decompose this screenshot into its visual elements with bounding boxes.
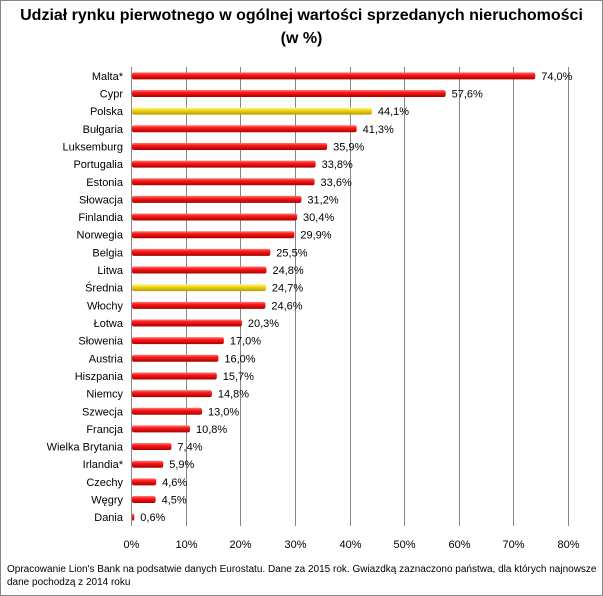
category-label: Luksemburg bbox=[62, 141, 123, 153]
bar-Luksemburg bbox=[132, 142, 328, 150]
bar-Niemcy bbox=[132, 390, 212, 398]
category-label: Czechy bbox=[86, 477, 123, 489]
bar-Węgry bbox=[132, 496, 156, 504]
category-label: Włochy bbox=[87, 300, 124, 312]
category-label: Niemcy bbox=[86, 389, 123, 401]
value-label: 44,1% bbox=[378, 106, 409, 118]
value-label: 20,3% bbox=[248, 318, 279, 330]
bar-Litwa bbox=[132, 266, 267, 274]
value-label: 13,0% bbox=[208, 406, 239, 418]
category-label: Belgia bbox=[92, 247, 123, 259]
value-label: 4,6% bbox=[162, 477, 187, 489]
value-label: 24,7% bbox=[272, 283, 303, 295]
value-label: 30,4% bbox=[303, 212, 334, 224]
category-label: Francja bbox=[86, 424, 124, 436]
category-label: Słowacja bbox=[79, 194, 124, 206]
bar-Bułgaria bbox=[132, 125, 357, 133]
value-label: 14,8% bbox=[218, 389, 249, 401]
chart-title-line-1: Udział rynku pierwotnego w ogólnej warto… bbox=[20, 7, 583, 24]
value-label: 10,8% bbox=[196, 424, 227, 436]
value-label: 74,0% bbox=[541, 71, 572, 83]
bar-Dania bbox=[132, 513, 135, 521]
x-axis-tick-labels: 0% 10% 20% 30% 40% 50% 60% 70% 80% bbox=[124, 539, 580, 551]
value-label: 7,4% bbox=[177, 442, 202, 454]
category-label: Estonia bbox=[86, 177, 124, 189]
bar-Irlandia* bbox=[132, 460, 164, 468]
bar-Włochy bbox=[132, 301, 266, 309]
category-labels: Malta* Cypr Polska Bułgaria Luksemburg Portug… bbox=[47, 71, 124, 524]
value-label: 41,3% bbox=[363, 124, 394, 136]
x-tick-label: 20% bbox=[229, 539, 251, 551]
value-label: 29,9% bbox=[300, 230, 331, 242]
bar-Austria bbox=[132, 354, 219, 362]
category-label: Słowenia bbox=[78, 336, 124, 348]
gridlines bbox=[131, 67, 569, 526]
bar-Słowenia bbox=[132, 337, 224, 345]
category-label: Szwecja bbox=[82, 406, 124, 418]
value-label: 33,8% bbox=[322, 159, 353, 171]
bar-Portugalia bbox=[132, 160, 316, 168]
bar-Polska bbox=[132, 107, 372, 115]
value-label: 15,7% bbox=[223, 371, 254, 383]
category-label: Dania bbox=[94, 512, 124, 524]
value-label: 35,9% bbox=[333, 141, 364, 153]
value-label: 25,5% bbox=[276, 247, 307, 259]
chart-title: Udział rynku pierwotnego w ogólnej warto… bbox=[0, 4, 603, 50]
bar-Norwegia bbox=[132, 231, 295, 239]
bar-Czechy bbox=[132, 478, 157, 486]
bar-Słowacja bbox=[132, 195, 302, 203]
bar-Francja bbox=[132, 425, 190, 433]
bar-Cypr bbox=[132, 89, 446, 97]
category-label: Węgry bbox=[91, 495, 123, 507]
bar-Finlandia bbox=[132, 213, 298, 221]
bar-Szwecja bbox=[132, 407, 203, 415]
x-tick-label: 30% bbox=[284, 539, 306, 551]
value-label: 4,5% bbox=[162, 495, 187, 507]
value-label: 24,6% bbox=[271, 300, 302, 312]
value-label: 24,8% bbox=[272, 265, 303, 277]
category-label: Portugalia bbox=[73, 159, 123, 171]
value-label: 16,0% bbox=[224, 353, 255, 365]
x-tick-label: 60% bbox=[448, 539, 470, 551]
x-tick-label: 80% bbox=[557, 539, 579, 551]
value-label: 57,6% bbox=[452, 88, 483, 100]
bars bbox=[132, 72, 536, 521]
footnote: Opracowanie Lion's Bank na podsatwie dan… bbox=[7, 564, 597, 588]
x-tick-label: 40% bbox=[339, 539, 361, 551]
x-tick-label: 50% bbox=[393, 539, 415, 551]
category-label: Cypr bbox=[100, 88, 124, 100]
category-label: Bułgaria bbox=[83, 124, 124, 136]
bar-Belgia bbox=[132, 248, 271, 256]
value-label: 17,0% bbox=[230, 336, 261, 348]
value-label: 33,6% bbox=[321, 177, 352, 189]
bar-Estonia bbox=[132, 178, 315, 186]
category-label: Średnia bbox=[85, 282, 124, 295]
chart-title-line-2: (w %) bbox=[280, 30, 323, 47]
value-labels: 74,0% 57,6% 44,1% 41,3% 35,9% 33,8% 33,6% 31,2%… bbox=[140, 71, 572, 524]
category-label: Austria bbox=[89, 353, 124, 365]
category-label: Finlandia bbox=[78, 212, 124, 224]
bar-Łotwa bbox=[132, 319, 242, 327]
bar-Malta* bbox=[132, 72, 536, 80]
category-label: Norwegia bbox=[77, 230, 124, 242]
bar-Wielka Brytania bbox=[132, 443, 172, 451]
bar-Średnia bbox=[132, 284, 266, 292]
value-label: 31,2% bbox=[307, 194, 338, 206]
category-label: Łotwa bbox=[94, 318, 124, 330]
category-label: Malta* bbox=[92, 71, 124, 83]
x-tick-label: 10% bbox=[175, 539, 197, 551]
category-label: Wielka Brytania bbox=[47, 442, 124, 454]
category-label: Polska bbox=[90, 106, 124, 118]
x-tick-label: 0% bbox=[124, 539, 140, 551]
value-label: 5,9% bbox=[169, 459, 194, 471]
category-label: Litwa bbox=[97, 265, 124, 277]
x-tick-label: 70% bbox=[502, 539, 524, 551]
category-label: Hiszpania bbox=[75, 371, 124, 383]
value-label: 0,6% bbox=[140, 512, 165, 524]
bar-Hiszpania bbox=[132, 372, 217, 380]
category-label: Irlandia* bbox=[83, 459, 124, 471]
